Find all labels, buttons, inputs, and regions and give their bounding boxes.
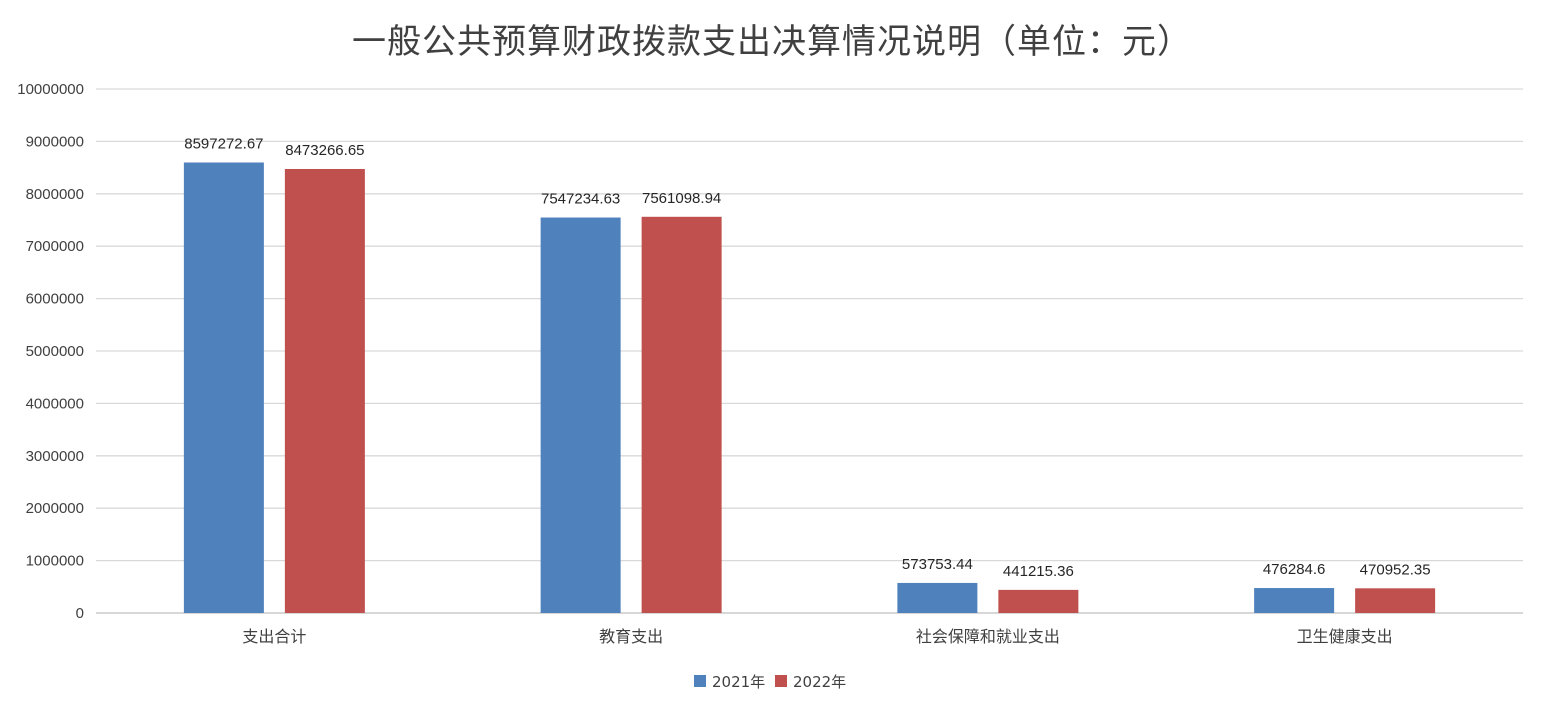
bar-2022 bbox=[641, 216, 722, 614]
bar-2022 bbox=[284, 169, 365, 613]
y-tick-label: 1000000 bbox=[26, 553, 84, 570]
y-tick-label: 2000000 bbox=[26, 500, 84, 517]
y-tick-label: 0 bbox=[76, 605, 84, 622]
y-tick-label: 5000000 bbox=[26, 343, 84, 360]
data-label: 470952.35 bbox=[1360, 561, 1431, 578]
bar-2022 bbox=[1355, 588, 1436, 613]
data-label: 573753.44 bbox=[902, 556, 973, 573]
bar-2022 bbox=[998, 589, 1079, 613]
data-label: 8597272.67 bbox=[184, 136, 263, 153]
y-tick-label: 10000000 bbox=[17, 81, 84, 98]
y-tick-label: 4000000 bbox=[26, 395, 84, 412]
chart-title: 一般公共预算财政拨款支出决算情况说明（单位：元） bbox=[352, 22, 1192, 62]
x-category-label: 卫生健康支出 bbox=[1297, 627, 1393, 646]
x-category-label: 社会保障和就业支出 bbox=[916, 627, 1060, 646]
bar-group: 8597272.67 8473266.65 7547234.63 7561098.94… bbox=[183, 136, 1436, 614]
y-axis-tick-labels: 0 1000000 2000000 3000000 4000000 5000000 6000… bbox=[17, 81, 84, 622]
data-label: 7561098.94 bbox=[642, 190, 721, 207]
data-label: 476284.6 bbox=[1263, 561, 1326, 578]
legend-label: 2021年 bbox=[712, 673, 765, 691]
x-category-label: 教育支出 bbox=[599, 627, 663, 646]
legend-label: 2022年 bbox=[793, 673, 846, 691]
bar-2021 bbox=[1254, 588, 1335, 613]
bar-2021 bbox=[183, 162, 264, 613]
y-tick-label: 8000000 bbox=[26, 186, 84, 203]
x-category-label: 支出合计 bbox=[242, 627, 306, 646]
legend-swatch bbox=[775, 675, 787, 687]
y-tick-label: 6000000 bbox=[26, 291, 84, 308]
x-axis-category-labels: 支出合计 教育支出 社会保障和就业支出 卫生健康支出 bbox=[242, 627, 1392, 646]
y-tick-label: 7000000 bbox=[26, 238, 84, 255]
data-label: 441215.36 bbox=[1003, 563, 1074, 580]
y-tick-label: 3000000 bbox=[26, 448, 84, 465]
data-label: 7547234.63 bbox=[541, 191, 620, 208]
bar-2021 bbox=[897, 582, 978, 613]
legend: 2021年 2022年 bbox=[694, 673, 846, 691]
legend-swatch bbox=[694, 675, 706, 687]
bar-2021 bbox=[540, 217, 621, 613]
data-label: 8473266.65 bbox=[285, 142, 364, 159]
y-tick-label: 9000000 bbox=[26, 133, 84, 150]
